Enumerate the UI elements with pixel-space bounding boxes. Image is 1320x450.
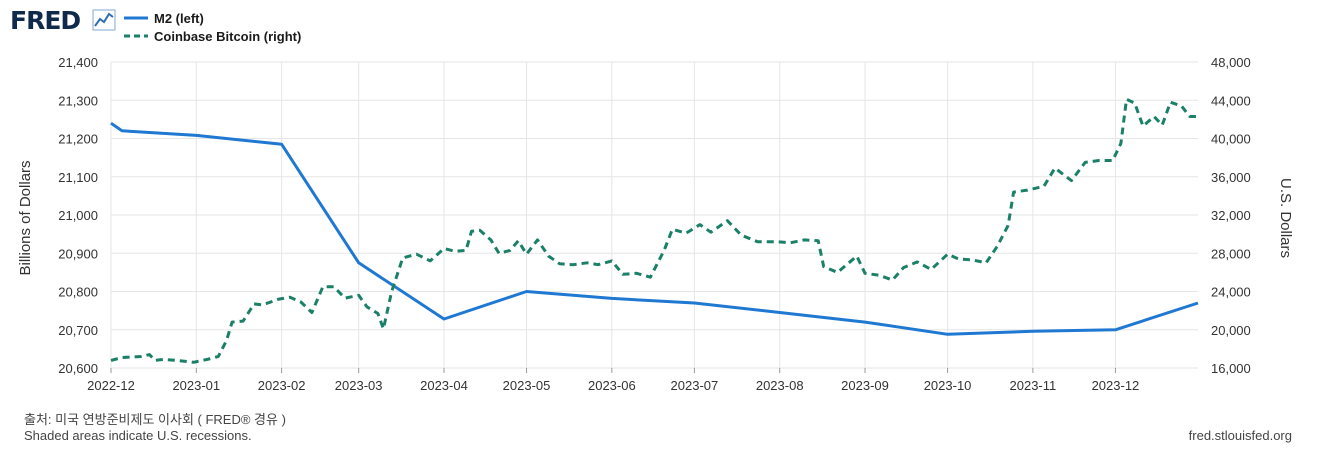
y-left-tick-label: 21,000 <box>58 208 98 223</box>
y-right-tick-label: 44,000 <box>1211 93 1251 108</box>
x-tick-label: 2023-10 <box>924 378 972 393</box>
vertical-gridlines <box>110 62 1116 373</box>
x-tick-label: 2023-06 <box>588 378 636 393</box>
y-right-tick-label: 28,000 <box>1211 246 1251 261</box>
horizontal-gridlines <box>111 61 1198 369</box>
y-right-tick-label: 36,000 <box>1211 170 1251 185</box>
y-right-tick-labels: 16,000 20,000 24,000 28,000 32,000 36,000 40,0… <box>1211 55 1251 376</box>
y-left-tick-label: 21,400 <box>58 55 98 70</box>
legend-label-m2: M2 (left) <box>154 10 204 26</box>
fred-logo[interactable]: FRED <box>10 6 81 35</box>
legend-label-btc: Coinbase Bitcoin (right) <box>154 28 302 44</box>
series-line-m2 <box>110 121 1199 336</box>
source-note: 출처: 미국 연방준비제도 이사회 ( FRED® 경유 ) <box>24 412 286 427</box>
legend-swatch-dashed <box>124 34 148 38</box>
x-tick-label: 2023-02 <box>258 378 306 393</box>
chart-line-icon <box>92 9 116 31</box>
site-link[interactable]: fred.stlouisfed.org <box>1188 428 1292 443</box>
y-left-tick-label: 21,100 <box>58 170 98 185</box>
y-right-tick-label: 24,000 <box>1211 285 1251 300</box>
y-right-tick-label: 40,000 <box>1211 132 1251 147</box>
x-tick-label: 2022-12 <box>87 378 135 393</box>
y-right-tick-label: 16,000 <box>1211 361 1251 376</box>
x-tick-label: 2023-12 <box>1092 378 1140 393</box>
legend-item-m2[interactable]: M2 (left) <box>124 9 301 27</box>
y-left-axis-label: Billions of Dollars <box>17 160 34 275</box>
y-right-axis-label: U.S. Dollars <box>1277 178 1294 258</box>
y-left-tick-label: 20,800 <box>58 285 98 300</box>
series-line-btc <box>110 97 1198 364</box>
legend-swatch-solid <box>124 16 148 20</box>
y-left-tick-label: 21,200 <box>58 132 98 147</box>
x-tick-label: 2023-09 <box>841 378 889 393</box>
y-right-tick-label: 20,000 <box>1211 323 1251 338</box>
legend-item-btc[interactable]: Coinbase Bitcoin (right) <box>124 27 301 45</box>
x-tick-label: 2023-07 <box>671 378 719 393</box>
recession-note: Shaded areas indicate U.S. recessions. <box>24 428 252 443</box>
x-tick-label: 2023-01 <box>172 378 220 393</box>
x-tick-label: 2023-11 <box>1010 378 1057 393</box>
x-tick-label: 2023-05 <box>503 378 551 393</box>
x-tick-label: 2023-03 <box>335 378 383 393</box>
x-tick-label: 2023-04 <box>420 378 468 393</box>
y-left-tick-label: 20,600 <box>58 361 98 376</box>
y-left-tick-label: 21,300 <box>58 93 98 108</box>
series-layer <box>110 97 1199 364</box>
footer-notes: 출처: 미국 연방준비제도 이사회 ( FRED® 경유 ) Shaded ar… <box>24 412 286 444</box>
y-left-tick-label: 20,900 <box>58 246 98 261</box>
x-tick-labels: 2022-12 2023-01 2023-02 2023-03 2023-04 2023-… <box>87 378 1139 393</box>
y-right-tick-label: 32,000 <box>1211 208 1251 223</box>
y-left-tick-label: 20,700 <box>58 323 98 338</box>
legend: M2 (left) Coinbase Bitcoin (right) <box>124 9 301 45</box>
y-left-tick-labels: 20,600 20,700 20,800 20,900 21,000 21,100 21,2… <box>58 55 98 376</box>
x-tick-label: 2023-08 <box>756 378 804 393</box>
y-right-tick-label: 48,000 <box>1211 55 1251 70</box>
